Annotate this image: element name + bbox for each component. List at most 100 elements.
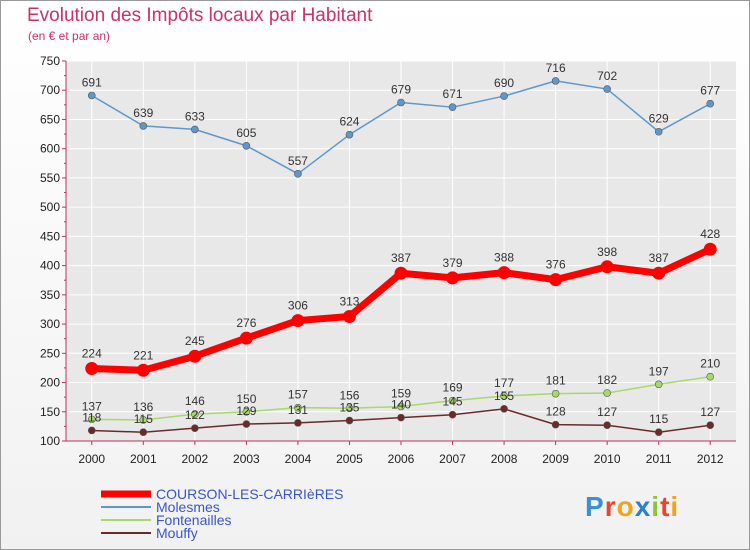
- data-label: 197: [649, 364, 669, 378]
- data-point: [549, 273, 563, 287]
- data-point: [242, 141, 251, 150]
- data-point: [239, 331, 253, 345]
- data-label: 624: [339, 115, 359, 129]
- data-point: [603, 421, 611, 430]
- data-point: [397, 402, 405, 411]
- proxiti-logo: Proxiti: [585, 491, 680, 522]
- y-tick-label: 500: [40, 200, 60, 214]
- x-tick-label: 2005: [336, 452, 363, 466]
- x-tick-label: 2002: [181, 452, 208, 466]
- data-point: [654, 428, 663, 437]
- data-label: 224: [82, 347, 102, 361]
- data-label: 150: [236, 392, 256, 406]
- data-point: [345, 404, 354, 413]
- data-label: 679: [391, 83, 411, 97]
- data-point: [87, 91, 96, 100]
- data-point: [448, 103, 457, 111]
- x-tick-label: 2004: [285, 452, 312, 466]
- data-point: [500, 92, 508, 100]
- data-point: [188, 349, 202, 363]
- data-label: 690: [494, 76, 514, 90]
- data-label: 691: [82, 75, 102, 89]
- data-label: 221: [133, 348, 153, 362]
- data-label: 157: [288, 388, 308, 402]
- data-label: 379: [443, 256, 463, 270]
- data-label: 156: [339, 388, 359, 402]
- data-label: 245: [185, 334, 205, 348]
- y-tick-label: 200: [40, 376, 60, 390]
- data-point: [345, 130, 354, 139]
- data-point: [87, 426, 96, 435]
- data-label: 387: [649, 251, 669, 265]
- data-point: [294, 170, 302, 178]
- data-point: [242, 420, 251, 428]
- x-tick-label: 2011: [646, 452, 672, 466]
- chart-title: Evolution des Impôts locaux par Habitant: [27, 5, 373, 26]
- y-tick-label: 650: [40, 112, 60, 126]
- data-point: [242, 407, 251, 416]
- data-label: 398: [597, 245, 617, 259]
- data-point: [139, 416, 148, 424]
- data-label: 677: [700, 84, 720, 98]
- data-point: [654, 380, 663, 389]
- data-label: 137: [82, 399, 102, 413]
- x-tick-label: 2007: [439, 452, 466, 466]
- data-label: 639: [133, 106, 153, 120]
- data-point: [291, 314, 305, 328]
- data-label: 671: [443, 87, 463, 101]
- data-label: 140: [391, 398, 411, 412]
- y-tick-label: 600: [40, 142, 60, 156]
- y-tick-label: 100: [40, 434, 60, 448]
- data-label: 118: [82, 410, 101, 424]
- data-point: [600, 260, 614, 274]
- y-tick-label: 550: [40, 171, 60, 185]
- data-label: 716: [546, 61, 566, 75]
- y-tick-label: 300: [40, 317, 60, 331]
- x-tick-label: 2008: [491, 452, 518, 466]
- data-point: [551, 389, 560, 398]
- data-point: [652, 266, 666, 280]
- data-label: 388: [494, 251, 514, 265]
- data-label: 702: [597, 69, 617, 83]
- data-label: 210: [700, 357, 720, 371]
- data-label: 605: [236, 126, 256, 140]
- data-point: [551, 77, 560, 85]
- legend-label: COURSON-LES-CARRIèRES: [156, 486, 343, 502]
- data-label: 276: [236, 316, 256, 330]
- data-point: [706, 99, 715, 108]
- x-tick-label: 2000: [78, 452, 105, 466]
- data-label: 182: [597, 373, 617, 387]
- data-label: 313: [339, 294, 359, 308]
- data-label: 387: [391, 251, 411, 265]
- data-label: 136: [133, 400, 153, 414]
- data-point: [551, 420, 560, 429]
- y-tick-label: 750: [40, 54, 60, 68]
- data-point: [191, 410, 199, 418]
- legend-label: Fontenailles: [156, 512, 232, 528]
- x-tick-label: 2009: [542, 452, 569, 466]
- y-tick-label: 250: [40, 346, 60, 360]
- data-label: 181: [546, 374, 566, 388]
- data-point: [139, 122, 148, 130]
- data-label: 169: [443, 381, 463, 395]
- data-label: 306: [288, 299, 308, 313]
- data-point: [448, 396, 457, 405]
- data-label: 159: [391, 387, 411, 401]
- y-tick-label: 150: [40, 405, 60, 419]
- data-point: [448, 410, 457, 419]
- y-tick-label: 400: [40, 259, 60, 273]
- data-point: [603, 389, 611, 397]
- y-tick-label: 700: [40, 83, 60, 97]
- data-label: 131: [288, 403, 308, 417]
- data-point: [294, 403, 302, 412]
- data-point: [191, 424, 199, 432]
- data-point: [139, 428, 148, 437]
- data-point: [85, 362, 99, 376]
- data-label: 128: [546, 405, 566, 419]
- data-label: 629: [649, 112, 669, 126]
- data-point: [654, 127, 663, 136]
- data-point: [497, 266, 511, 280]
- data-point: [446, 271, 460, 285]
